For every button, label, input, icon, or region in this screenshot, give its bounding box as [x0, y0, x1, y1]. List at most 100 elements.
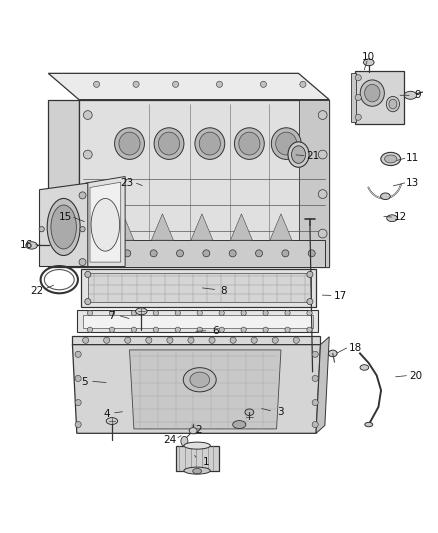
Circle shape	[79, 259, 86, 265]
Text: 21: 21	[305, 151, 318, 161]
Text: 20: 20	[409, 372, 422, 381]
Circle shape	[79, 192, 86, 199]
Circle shape	[83, 111, 92, 119]
Ellipse shape	[51, 205, 76, 249]
Circle shape	[187, 337, 194, 343]
Circle shape	[293, 337, 299, 343]
Text: 4: 4	[103, 409, 110, 419]
Circle shape	[318, 229, 326, 238]
Ellipse shape	[275, 132, 296, 155]
Circle shape	[131, 310, 136, 316]
Ellipse shape	[359, 80, 384, 106]
Ellipse shape	[154, 128, 184, 159]
Ellipse shape	[244, 409, 253, 416]
Circle shape	[166, 337, 173, 343]
Polygon shape	[354, 71, 403, 124]
Polygon shape	[112, 214, 134, 240]
Circle shape	[311, 422, 318, 427]
Circle shape	[85, 271, 91, 278]
Circle shape	[306, 310, 311, 316]
Circle shape	[197, 310, 202, 316]
Circle shape	[145, 337, 152, 343]
Ellipse shape	[364, 84, 379, 102]
Circle shape	[219, 310, 224, 316]
Polygon shape	[72, 345, 320, 433]
Circle shape	[354, 94, 360, 101]
Ellipse shape	[184, 442, 210, 449]
Circle shape	[75, 422, 81, 427]
Text: 5: 5	[81, 377, 88, 387]
Ellipse shape	[271, 128, 300, 159]
Circle shape	[240, 327, 246, 333]
Polygon shape	[350, 74, 355, 122]
Circle shape	[153, 310, 158, 316]
Polygon shape	[230, 214, 252, 240]
Circle shape	[306, 298, 312, 305]
Circle shape	[87, 327, 92, 333]
Polygon shape	[72, 336, 320, 345]
Polygon shape	[39, 183, 88, 266]
Text: 2: 2	[194, 425, 201, 435]
Circle shape	[216, 81, 222, 87]
Polygon shape	[315, 337, 328, 433]
Polygon shape	[83, 240, 324, 266]
Ellipse shape	[192, 469, 201, 474]
Ellipse shape	[135, 308, 147, 314]
Polygon shape	[175, 446, 218, 471]
Ellipse shape	[328, 350, 336, 357]
Circle shape	[284, 327, 290, 333]
Ellipse shape	[189, 427, 197, 434]
Circle shape	[83, 150, 92, 159]
Ellipse shape	[194, 128, 224, 159]
Ellipse shape	[287, 142, 308, 167]
Ellipse shape	[380, 193, 389, 199]
Circle shape	[103, 337, 110, 343]
Ellipse shape	[232, 421, 245, 429]
Circle shape	[153, 327, 158, 333]
Circle shape	[150, 250, 157, 257]
Polygon shape	[151, 214, 173, 240]
Polygon shape	[269, 214, 291, 240]
Polygon shape	[81, 269, 315, 307]
Circle shape	[318, 111, 326, 119]
Ellipse shape	[380, 152, 400, 166]
Circle shape	[75, 375, 81, 382]
Polygon shape	[298, 100, 328, 266]
Text: 10: 10	[360, 52, 374, 62]
Ellipse shape	[158, 132, 179, 155]
Circle shape	[93, 250, 100, 257]
Text: 6: 6	[211, 327, 218, 336]
Polygon shape	[90, 182, 120, 262]
Polygon shape	[48, 74, 328, 100]
Ellipse shape	[385, 96, 399, 112]
Circle shape	[75, 400, 81, 406]
Text: 18: 18	[348, 343, 361, 353]
Circle shape	[262, 310, 268, 316]
Polygon shape	[83, 315, 312, 328]
Circle shape	[85, 298, 91, 305]
Circle shape	[93, 81, 99, 87]
Circle shape	[202, 250, 209, 257]
Polygon shape	[77, 310, 318, 333]
Circle shape	[83, 190, 92, 198]
Polygon shape	[79, 100, 328, 266]
Circle shape	[83, 229, 92, 238]
Ellipse shape	[183, 368, 216, 392]
Text: 1: 1	[202, 457, 209, 467]
Ellipse shape	[238, 132, 259, 155]
Circle shape	[175, 310, 180, 316]
Text: 23: 23	[120, 178, 134, 188]
Ellipse shape	[199, 132, 220, 155]
Text: 3: 3	[276, 407, 283, 417]
Circle shape	[124, 337, 131, 343]
Text: 8: 8	[220, 286, 227, 296]
Ellipse shape	[363, 59, 373, 66]
Circle shape	[318, 190, 326, 198]
Circle shape	[311, 375, 318, 382]
Circle shape	[281, 250, 288, 257]
Circle shape	[172, 81, 178, 87]
Circle shape	[255, 250, 262, 257]
Circle shape	[230, 337, 236, 343]
Circle shape	[219, 327, 224, 333]
Circle shape	[260, 81, 266, 87]
